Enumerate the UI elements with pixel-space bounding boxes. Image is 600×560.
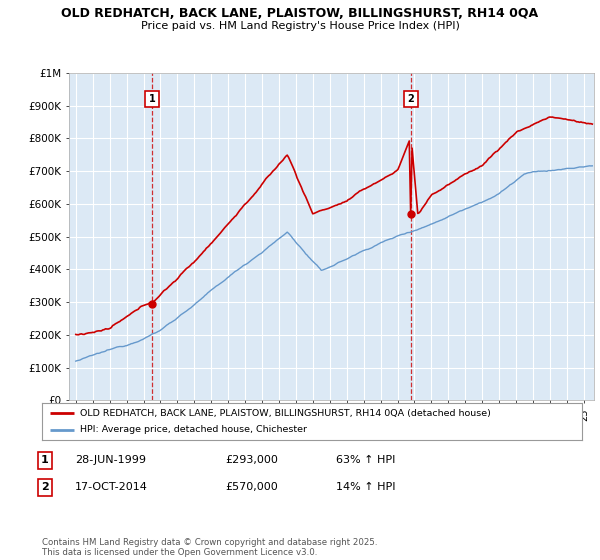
Text: 2: 2 xyxy=(407,94,415,104)
Text: 28-JUN-1999: 28-JUN-1999 xyxy=(75,455,146,465)
Text: HPI: Average price, detached house, Chichester: HPI: Average price, detached house, Chic… xyxy=(80,425,307,434)
Text: £293,000: £293,000 xyxy=(225,455,278,465)
Text: 2: 2 xyxy=(41,482,49,492)
Text: 17-OCT-2014: 17-OCT-2014 xyxy=(75,482,148,492)
Text: 1: 1 xyxy=(41,455,49,465)
Text: 63% ↑ HPI: 63% ↑ HPI xyxy=(336,455,395,465)
Text: OLD REDHATCH, BACK LANE, PLAISTOW, BILLINGSHURST, RH14 0QA: OLD REDHATCH, BACK LANE, PLAISTOW, BILLI… xyxy=(61,7,539,20)
Text: Contains HM Land Registry data © Crown copyright and database right 2025.
This d: Contains HM Land Registry data © Crown c… xyxy=(42,538,377,557)
Text: Price paid vs. HM Land Registry's House Price Index (HPI): Price paid vs. HM Land Registry's House … xyxy=(140,21,460,31)
Text: 1: 1 xyxy=(148,94,155,104)
Text: OLD REDHATCH, BACK LANE, PLAISTOW, BILLINGSHURST, RH14 0QA (detached house): OLD REDHATCH, BACK LANE, PLAISTOW, BILLI… xyxy=(80,409,491,418)
Text: 14% ↑ HPI: 14% ↑ HPI xyxy=(336,482,395,492)
Text: £570,000: £570,000 xyxy=(225,482,278,492)
